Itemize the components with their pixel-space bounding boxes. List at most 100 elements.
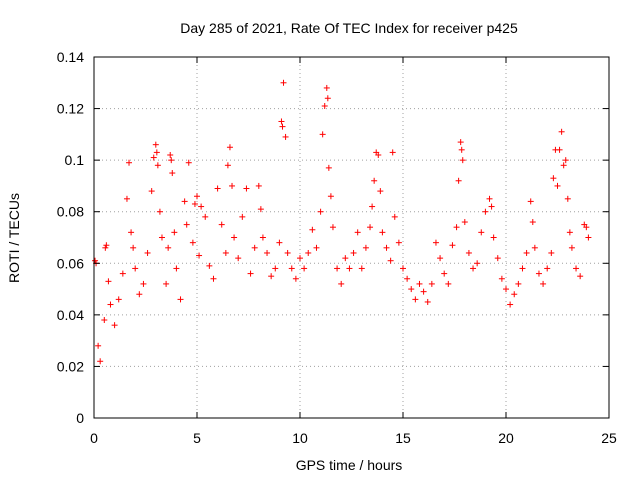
data-point [224,162,231,169]
data-point [123,195,130,202]
data-point [389,149,396,156]
data-point [457,139,464,146]
data-point [309,226,316,233]
data-point [130,244,137,251]
data-point [95,342,102,349]
data-point [264,249,271,256]
x-tick-label: 25 [601,430,617,446]
data-point [478,229,485,236]
data-point [288,265,295,272]
data-point [313,244,320,251]
data-point [169,170,176,177]
data-point [210,275,217,282]
data-point [461,219,468,226]
y-tick-label: 0.08 [57,204,84,220]
y-tick-label: 0.14 [57,49,84,65]
data-point [535,270,542,277]
data-point [350,249,357,256]
data-point [362,244,369,251]
data-point [321,102,328,109]
data-point [171,229,178,236]
data-point [268,273,275,280]
data-point [327,193,334,200]
data-point [548,249,555,256]
data-point [455,177,462,184]
data-point [488,203,495,210]
y-tick-label: 0.06 [57,255,84,271]
data-point [346,265,353,272]
x-axis-label: GPS time / hours [296,457,403,473]
data-point [531,244,538,251]
data-point [276,239,283,246]
data-point [282,133,289,140]
data-point [523,249,530,256]
data-point [498,275,505,282]
data-point [573,265,580,272]
data-point [424,298,431,305]
data-point [284,249,291,256]
x-tick-label: 10 [292,430,308,446]
data-points [92,79,592,365]
data-point [279,123,286,130]
data-point [226,144,233,151]
data-point [222,249,229,256]
data-point [235,255,242,262]
data-point [181,198,188,205]
data-point [585,234,592,241]
data-point [136,291,143,298]
data-point [243,185,250,192]
data-point [319,131,326,138]
data-point [202,213,209,220]
x-tick-label: 15 [395,430,411,446]
data-point [432,239,439,246]
data-point [257,206,264,213]
data-point [153,149,160,156]
data-point [459,157,466,164]
data-point [165,244,172,251]
data-point [231,234,238,241]
data-point [255,182,262,189]
data-point [132,265,139,272]
data-point [420,288,427,295]
data-point [379,229,386,236]
data-point [198,203,205,210]
data-point [515,280,522,287]
data-point [214,185,221,192]
grid-lines [94,57,609,418]
data-point [375,151,382,158]
data-point [503,286,509,293]
data-point [206,262,213,269]
plot-frame [93,56,610,419]
data-point [342,255,349,262]
data-point [391,213,398,220]
data-point [556,146,563,153]
data-point [247,270,254,277]
data-point [115,296,122,303]
data-point [101,317,108,324]
data-point [152,141,159,148]
data-point [564,195,571,202]
data-point [102,244,109,251]
data-point [218,221,225,228]
data-point [144,249,151,256]
data-point [387,257,394,264]
data-point [301,265,308,272]
data-point [239,213,246,220]
data-point [474,260,481,267]
data-point [317,208,324,215]
data-point [158,234,165,241]
data-point [554,182,561,189]
data-point [404,275,411,282]
data-point [544,265,551,272]
data-point [511,291,518,298]
data-point [358,265,365,272]
x-tick-label: 20 [498,430,514,446]
data-point [577,273,584,280]
data-point [107,301,114,308]
data-point [150,154,157,161]
data-point [105,278,112,285]
data-point [550,175,557,182]
data-point [458,146,465,153]
y-tick-label: 0.02 [57,358,84,374]
